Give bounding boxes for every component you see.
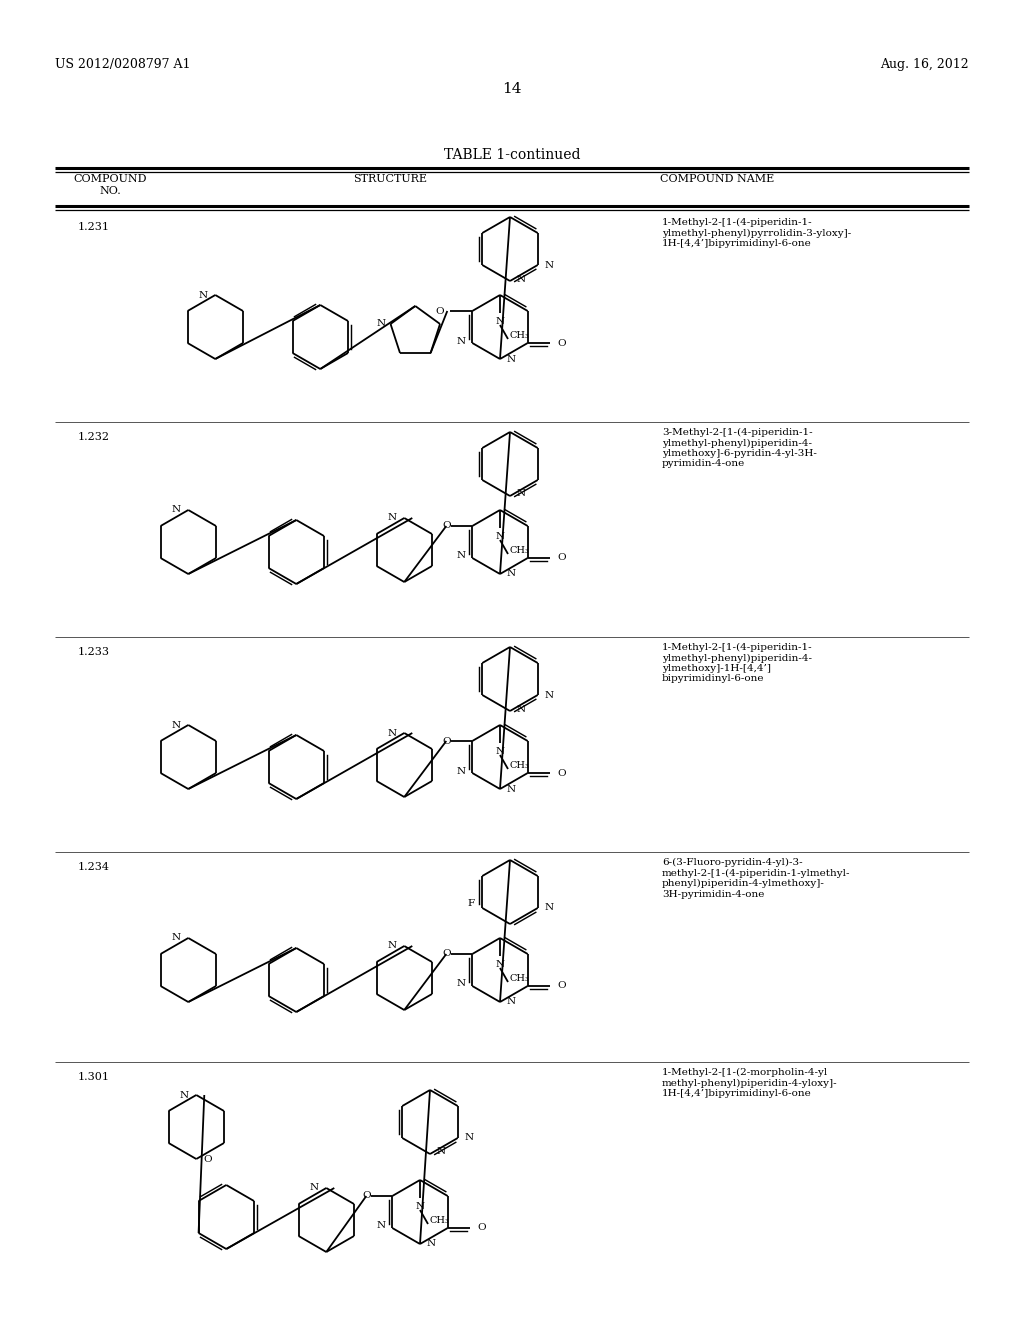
Text: COMPOUND NAME: COMPOUND NAME [660, 174, 774, 183]
Text: Aug. 16, 2012: Aug. 16, 2012 [881, 58, 969, 71]
Text: N: N [465, 1134, 474, 1143]
Text: N: N [507, 998, 516, 1006]
Text: O: O [435, 306, 444, 315]
Text: N: N [456, 337, 465, 346]
Text: O: O [558, 553, 566, 562]
Text: 1.233: 1.233 [78, 647, 110, 657]
Text: 6-(3-Fluoro-pyridin-4-yl)-3-
methyl-2-[1-(4-piperidin-1-ylmethyl-
phenyl)piperid: 6-(3-Fluoro-pyridin-4-yl)-3- methyl-2-[1… [662, 858, 851, 899]
Text: N: N [179, 1090, 188, 1100]
Text: 1-Methyl-2-[1-(4-piperidin-1-
ylmethyl-phenyl)pyrrolidin-3-yloxy]-
1H-[4,4’]bipy: 1-Methyl-2-[1-(4-piperidin-1- ylmethyl-p… [662, 218, 851, 248]
Text: N: N [377, 319, 386, 329]
Text: CH₃: CH₃ [510, 762, 529, 770]
Text: N: N [517, 705, 526, 714]
Text: N: N [171, 506, 180, 515]
Text: N: N [496, 532, 505, 541]
Text: CH₃: CH₃ [510, 331, 529, 341]
Text: N: N [376, 1221, 385, 1230]
Text: CH₃: CH₃ [430, 1216, 450, 1225]
Text: O: O [558, 982, 566, 990]
Text: O: O [204, 1155, 212, 1163]
Text: 1-Methyl-2-[1-(4-piperidin-1-
ylmethyl-phenyl)piperidin-4-
ylmethoxy]-1H-[4,4’]
: 1-Methyl-2-[1-(4-piperidin-1- ylmethyl-p… [662, 643, 813, 684]
Text: N: N [456, 552, 465, 561]
Text: N: N [545, 690, 554, 700]
Text: N: N [456, 767, 465, 776]
Text: N: N [171, 721, 180, 730]
Text: N: N [171, 933, 180, 942]
Text: 3-Methyl-2-[1-(4-piperidin-1-
ylmethyl-phenyl)piperidin-4-
ylmethoxy]-6-pyridin-: 3-Methyl-2-[1-(4-piperidin-1- ylmethyl-p… [662, 428, 817, 469]
Text: TABLE 1-continued: TABLE 1-continued [443, 148, 581, 162]
Text: O: O [442, 521, 452, 531]
Text: N: N [517, 275, 526, 284]
Text: O: O [362, 1192, 372, 1200]
Text: O: O [558, 338, 566, 347]
Text: F: F [467, 899, 474, 908]
Text: N: N [517, 490, 526, 499]
Text: O: O [478, 1224, 486, 1233]
Text: O: O [558, 768, 566, 777]
Text: N: N [199, 290, 207, 300]
Text: N: N [496, 960, 505, 969]
Text: US 2012/0208797 A1: US 2012/0208797 A1 [55, 58, 190, 71]
Text: N: N [437, 1147, 446, 1156]
Text: STRUCTURE: STRUCTURE [353, 174, 427, 183]
Text: CH₃: CH₃ [510, 974, 529, 983]
Text: N: N [545, 260, 554, 269]
Text: N: N [387, 513, 396, 523]
Text: 14: 14 [502, 82, 522, 96]
Text: N: N [507, 569, 516, 578]
Text: 1-Methyl-2-[1-(2-morpholin-4-yl
methyl-phenyl)piperidin-4-yloxy]-
1H-[4,4’]bipyr: 1-Methyl-2-[1-(2-morpholin-4-yl methyl-p… [662, 1068, 838, 1098]
Text: N: N [387, 941, 396, 950]
Text: 1.301: 1.301 [78, 1072, 110, 1082]
Text: N: N [496, 747, 505, 756]
Text: O: O [442, 737, 452, 746]
Text: N: N [507, 784, 516, 793]
Text: 1.234: 1.234 [78, 862, 110, 873]
Text: 1.231: 1.231 [78, 222, 110, 232]
Text: N: N [456, 979, 465, 989]
Text: O: O [442, 949, 452, 958]
Text: N: N [309, 1184, 318, 1192]
Text: N: N [416, 1203, 425, 1210]
Text: N: N [427, 1239, 436, 1249]
Text: CH₃: CH₃ [510, 546, 529, 554]
Text: N: N [507, 355, 516, 363]
Text: 1.232: 1.232 [78, 432, 110, 442]
Text: N: N [545, 903, 554, 912]
Text: N: N [387, 729, 396, 738]
Text: COMPOUND
NO.: COMPOUND NO. [74, 174, 146, 195]
Text: N: N [496, 317, 505, 326]
